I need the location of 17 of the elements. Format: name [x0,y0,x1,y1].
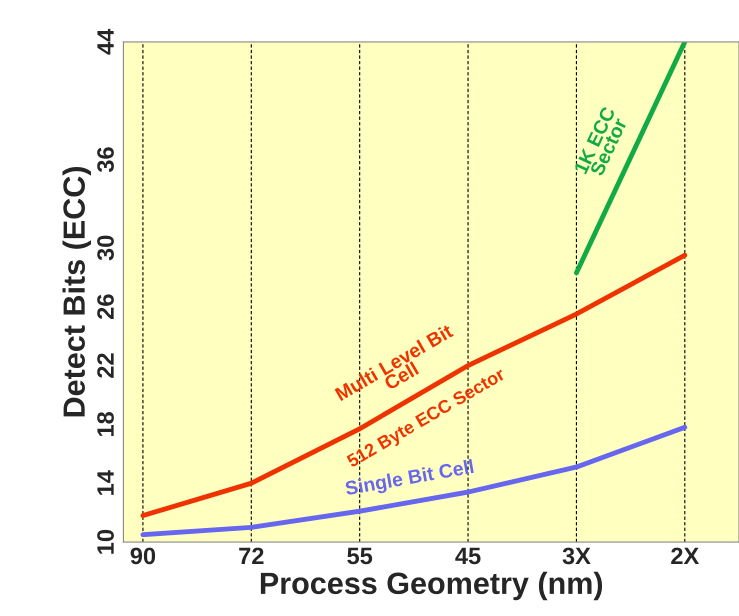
x-tick-label: 45 [455,548,481,564]
x-tick-label: 3X [562,548,591,564]
y-tick-label: 10 [97,530,114,554]
x-tick-label: 2X [671,548,700,564]
y-tick-label: 14 [97,470,114,495]
y-tick-label: 36 [97,147,114,172]
y-tick-label: 22 [97,353,114,378]
y-tick-label: 26 [97,294,114,320]
x-axis-title: Process Geometry (nm) [260,572,602,600]
y-tick-label: 18 [97,412,114,436]
x-tick-label: 90 [130,548,156,564]
line-series [140,252,688,518]
x-tick-label: 72 [239,548,264,564]
x-tick-label: 55 [347,548,372,564]
y-tick-label: 44 [97,28,114,55]
y-axis-title: Detect Bits (ECC) [62,167,91,416]
y-tick-label: 30 [97,236,114,260]
